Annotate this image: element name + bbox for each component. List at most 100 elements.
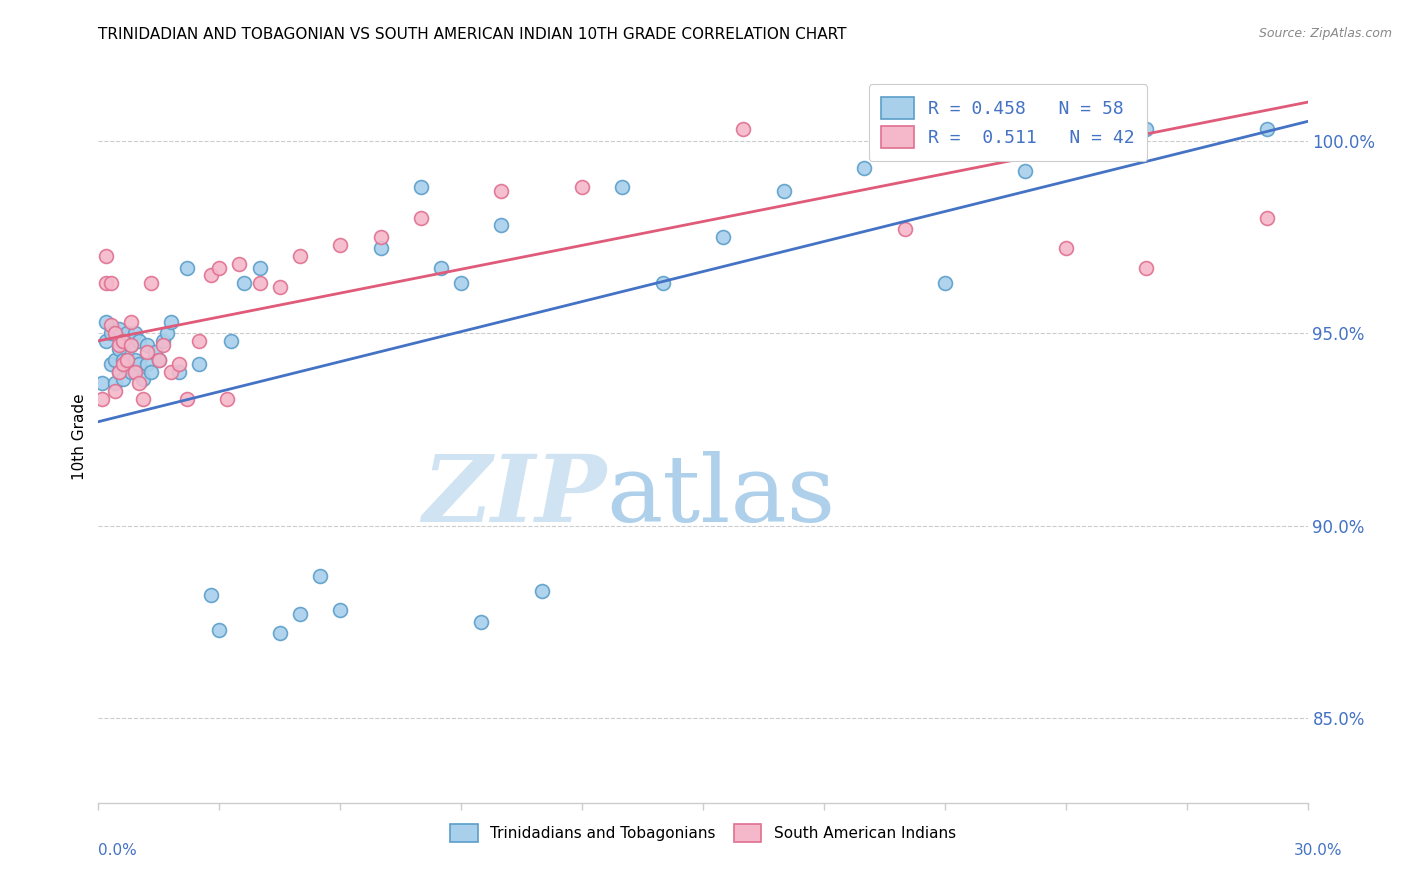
Point (100, 326, 122, 340)
Y-axis label: 10th Grade: 10th Grade (72, 393, 87, 481)
Point (409, 179, 432, 194)
Point (200, 268, 222, 283)
Point (288, 607, 311, 622)
Point (934, 276, 956, 290)
Point (111, 353, 134, 368)
Point (124, 353, 146, 368)
Point (107, 337, 129, 351)
Point (124, 365, 146, 379)
Point (208, 623, 231, 637)
Point (111, 334, 134, 348)
Point (91, 392, 114, 406)
Point (148, 353, 170, 368)
Point (135, 345, 157, 359)
Point (120, 337, 142, 351)
Point (309, 568, 332, 582)
Point (470, 615, 492, 629)
Point (135, 337, 157, 351)
Point (128, 357, 150, 371)
Point (571, 179, 593, 194)
Point (120, 365, 142, 379)
Point (893, 222, 915, 236)
Text: Source: ZipAtlas.com: Source: ZipAtlas.com (1258, 27, 1392, 40)
Point (329, 603, 352, 617)
Point (176, 392, 198, 406)
Point (200, 588, 222, 602)
Point (135, 357, 157, 371)
Point (91, 376, 114, 391)
Point (103, 376, 125, 391)
Point (430, 260, 453, 275)
Point (103, 353, 125, 368)
Point (152, 337, 174, 351)
Point (120, 315, 142, 329)
Point (249, 276, 271, 290)
Point (139, 276, 162, 290)
Point (143, 345, 166, 359)
Text: TRINIDADIAN AND TOBAGONIAN VS SOUTH AMERICAN INDIAN 10TH GRADE CORRELATION CHART: TRINIDADIAN AND TOBAGONIAN VS SOUTH AMER… (98, 27, 846, 42)
Point (107, 365, 129, 379)
Point (152, 334, 174, 348)
Legend: Trinidadians and Tobagonians, South American Indians: Trinidadians and Tobagonians, South Amer… (443, 816, 963, 850)
Point (228, 257, 250, 271)
Point (1135, 122, 1157, 136)
Point (96, 249, 118, 263)
Point (733, 122, 755, 136)
Point (269, 626, 291, 640)
Point (1014, 164, 1036, 178)
Point (853, 161, 876, 175)
Point (188, 334, 211, 348)
Point (111, 357, 134, 371)
Point (100, 276, 122, 290)
Point (1256, 122, 1278, 136)
Point (160, 365, 183, 379)
Point (100, 357, 122, 371)
Point (1135, 260, 1157, 275)
Point (1054, 242, 1077, 256)
Point (148, 353, 170, 368)
Point (156, 326, 179, 340)
Point (124, 326, 146, 340)
Point (370, 242, 392, 256)
Point (96, 276, 118, 290)
Text: 30.0%: 30.0% (1295, 843, 1343, 858)
Point (711, 230, 734, 244)
Point (96, 334, 118, 348)
Point (107, 322, 129, 336)
Point (249, 260, 271, 275)
Point (612, 179, 634, 194)
Point (288, 249, 311, 263)
Point (221, 334, 243, 348)
Point (128, 334, 150, 348)
Point (1256, 211, 1278, 225)
Point (132, 372, 155, 386)
Point (115, 326, 138, 340)
Point (232, 276, 254, 290)
Text: atlas: atlas (606, 450, 835, 541)
Point (139, 365, 162, 379)
Point (120, 337, 142, 351)
Point (111, 334, 134, 348)
Point (530, 584, 553, 599)
Point (132, 392, 155, 406)
Text: ZIP: ZIP (422, 450, 606, 541)
Text: 0.0%: 0.0% (98, 843, 138, 858)
Point (409, 211, 432, 225)
Point (96, 315, 118, 329)
Point (100, 318, 122, 333)
Point (370, 230, 392, 244)
Point (115, 353, 138, 368)
Point (208, 260, 231, 275)
Point (107, 365, 129, 379)
Point (167, 357, 190, 371)
Point (772, 184, 794, 198)
Point (491, 184, 513, 198)
Point (491, 219, 513, 233)
Point (115, 353, 138, 368)
Point (103, 384, 125, 398)
Point (128, 376, 150, 391)
Point (269, 280, 291, 294)
Point (107, 342, 129, 356)
Point (103, 326, 125, 340)
Point (176, 260, 198, 275)
